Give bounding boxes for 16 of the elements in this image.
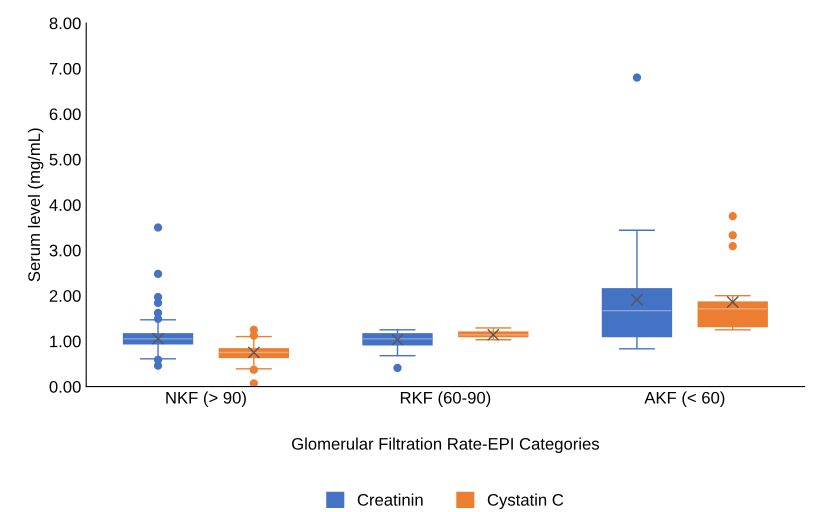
legend-label: Creatinin bbox=[358, 494, 423, 506]
y-tick-label: 1.00 bbox=[50, 336, 81, 348]
y-tick-label: 3.00 bbox=[50, 244, 81, 256]
y-axis-title: Serum level (mg/mL) bbox=[28, 128, 44, 282]
x-tick-label: AKF (< 60) bbox=[644, 391, 724, 407]
legend-label: Cystatin C bbox=[488, 494, 564, 510]
x-axis-title: Glomerular Filtration Rate-EPI Categories bbox=[292, 438, 600, 454]
y-tick-label: 8.00 bbox=[50, 17, 81, 30]
y-tick-label: 7.00 bbox=[50, 62, 81, 75]
y-tick-label: 4.00 bbox=[49, 199, 81, 212]
x-tick-label: RKF (60-90) bbox=[400, 391, 490, 407]
y-tick-label: 6.00 bbox=[50, 108, 81, 120]
y-tick-label: 5.00 bbox=[50, 154, 81, 166]
y-tick-label: 0.00 bbox=[50, 380, 81, 393]
y-tick-label: 2.00 bbox=[50, 290, 81, 302]
x-tick-label: NKF (> 90) bbox=[166, 391, 246, 407]
